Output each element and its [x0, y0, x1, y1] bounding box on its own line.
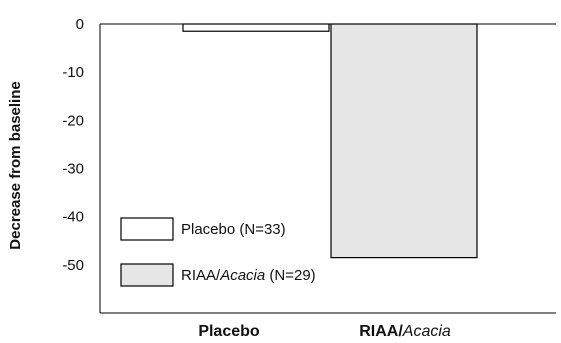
x-category-label: RIAA/Acacia: [359, 323, 451, 340]
legend-swatch: [120, 263, 174, 287]
x-category-label: Placebo: [198, 323, 260, 340]
y-tick-label: -10: [62, 64, 84, 81]
y-axis-title: Decrease from baseline: [7, 81, 24, 249]
legend-swatch: [120, 217, 174, 241]
y-tick-label: -20: [62, 112, 84, 129]
y-tick-label: -30: [62, 161, 84, 178]
y-tick-label: -50: [62, 257, 84, 274]
bars: [182, 23, 478, 259]
y-tick-label: 0: [76, 16, 84, 33]
y-tick-label: -40: [62, 209, 84, 226]
bar-riaa-acacia: [330, 23, 478, 259]
legend-label: Placebo (N=33): [181, 221, 286, 238]
x-axis-labels: Placebo RIAA/Acacia: [198, 323, 451, 340]
legend: Placebo (N=33) RIAA/Acacia (N=29): [120, 217, 316, 287]
y-axis-ticks: 0 -10 -20 -30 -40 -50: [62, 16, 84, 274]
bar-placebo: [182, 23, 330, 32]
legend-label: RIAA/Acacia (N=29): [181, 267, 316, 284]
